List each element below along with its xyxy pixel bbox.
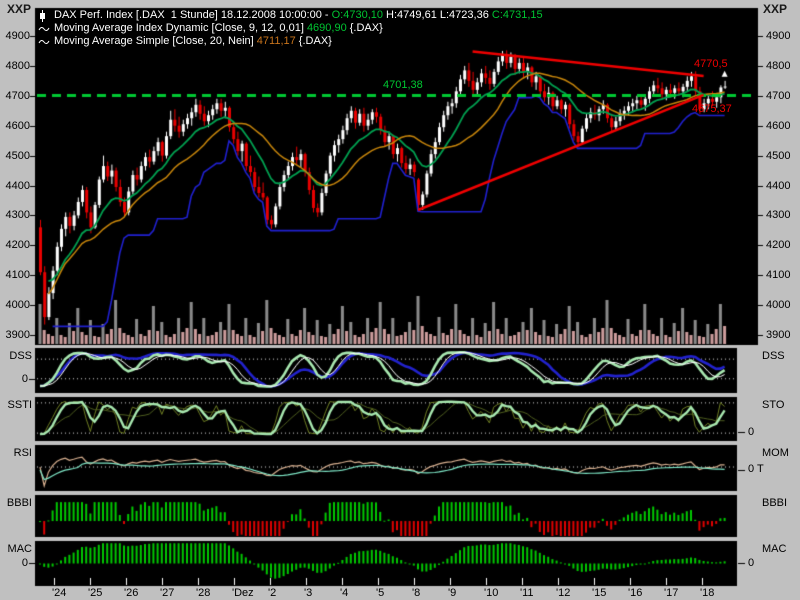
panel-label-bbbi-left: BBBI bbox=[6, 497, 32, 509]
corner-label-right: XXP bbox=[763, 2, 788, 16]
open-value: O:4730,10 bbox=[331, 9, 383, 21]
price-tick-label-right: 4200 bbox=[766, 239, 791, 252]
panel-label-sto-left: SSTI bbox=[7, 399, 32, 411]
corner-label-left: XXP bbox=[7, 2, 32, 16]
price-tick-label-right: 4700 bbox=[766, 89, 791, 102]
ma-dynamic-name: Moving Average Index Dynamic [Close, 9, … bbox=[54, 22, 307, 34]
price-tick-label-left: 4300 bbox=[5, 209, 30, 222]
price-tick-label-left: 4600 bbox=[5, 119, 30, 132]
price-tick-label-left: 4500 bbox=[5, 149, 30, 162]
ma-simple-suffix: {.DAX} bbox=[295, 35, 332, 47]
ma-simple-name: Moving Average Simple [Close, 20, Nein] bbox=[54, 35, 257, 47]
lower-trendline-label: 4675,37 bbox=[692, 103, 732, 115]
price-tick-label-right: 3900 bbox=[766, 329, 791, 341]
panel-zero-sto-right: 0 bbox=[748, 426, 755, 438]
panel-zero-dss-left: 0 bbox=[21, 373, 28, 385]
price-tick-label-left: 4700 bbox=[5, 89, 30, 102]
panel-zero-mac-right: 0 bbox=[748, 557, 755, 569]
day-axis-label: '12 bbox=[556, 587, 571, 599]
panel-label-bbbi-right: BBBI bbox=[762, 497, 788, 509]
security-title: DAX Perf. Index [.DAX 1 Stunde] 18.12.20… bbox=[54, 9, 332, 21]
price-tick-label-right: 4600 bbox=[766, 119, 791, 132]
panel-label-sto-right: STO bbox=[762, 399, 785, 411]
day-axis-label: '15 bbox=[592, 587, 607, 599]
legend-line-ma-simple: Moving Average Simple [Close, 20, Nein] … bbox=[38, 35, 543, 48]
day-axis-label: '4 bbox=[340, 587, 349, 599]
price-tick-label-left: 4100 bbox=[5, 269, 30, 282]
panel-label-mac-right: MAC bbox=[762, 543, 787, 555]
price-tick-label-right: 4100 bbox=[766, 269, 791, 282]
day-axis-label: '28 bbox=[196, 587, 211, 599]
price-tick-label-left: 4200 bbox=[5, 239, 30, 252]
price-tick-label-left: 4800 bbox=[5, 59, 30, 72]
high-low-values: H:4749,61 L:4723,36 bbox=[383, 9, 492, 21]
day-axis-label: 'Dez bbox=[232, 587, 254, 599]
wave-icon bbox=[38, 25, 50, 33]
ma-dynamic-suffix: {.DAX} bbox=[346, 22, 383, 34]
day-axis-label: '16 bbox=[628, 587, 643, 599]
upper-trendline-label: 4770,5 bbox=[694, 58, 728, 70]
candle-icon bbox=[38, 9, 50, 22]
chart-legend: DAX Perf. Index [.DAX 1 Stunde] 18.12.20… bbox=[38, 9, 543, 48]
hline-value-label: 4701,38 bbox=[383, 79, 423, 91]
day-axis-label: '9 bbox=[448, 587, 457, 599]
price-tick-label-left: 4900 bbox=[5, 30, 30, 42]
price-tick-label-right: 4900 bbox=[766, 30, 791, 42]
day-axis-label: '24 bbox=[52, 587, 67, 599]
day-axis-label: '3 bbox=[304, 587, 313, 599]
price-tick-label-right: 4300 bbox=[766, 209, 791, 222]
panel-label-mac-left: MAC bbox=[7, 543, 32, 555]
price-tick-label-left: 3900 bbox=[5, 329, 30, 341]
legend-line-security: DAX Perf. Index [.DAX 1 Stunde] 18.12.20… bbox=[38, 9, 543, 22]
price-tick-label-right: 4000 bbox=[766, 299, 791, 312]
close-value: C:4731,15 bbox=[491, 9, 543, 21]
day-axis-label: '26 bbox=[124, 587, 139, 599]
ma-dynamic-value: 4690,90 bbox=[306, 22, 347, 34]
price-tick-label-right: 4800 bbox=[766, 59, 791, 72]
panel-label-dss-left: DSS bbox=[9, 350, 32, 362]
panel-zero-rsi-right: 0 T bbox=[748, 463, 764, 475]
day-axis-label: '10 bbox=[484, 587, 499, 599]
price-tick-label-right: 4500 bbox=[766, 149, 791, 162]
panel-label-rsi-left: RSI bbox=[13, 447, 32, 459]
legend-line-ma-dynamic: Moving Average Index Dynamic [Close, 9, … bbox=[38, 22, 543, 35]
price-tick-label-right: 4400 bbox=[766, 179, 791, 192]
day-axis-label: '5 bbox=[376, 587, 385, 599]
panel-zero-mac-left: 0 bbox=[21, 557, 28, 569]
wave-icon bbox=[38, 38, 50, 46]
ma-simple-value: 4711,17 bbox=[256, 35, 296, 47]
panel-label-dss-right: DSS bbox=[762, 350, 785, 362]
day-axis-label: '25 bbox=[88, 587, 103, 599]
price-tick-label-left: 4400 bbox=[5, 179, 30, 192]
day-axis-label: '27 bbox=[160, 587, 175, 599]
day-axis-label: '8 bbox=[412, 587, 421, 599]
day-axis-label: '2 bbox=[268, 587, 277, 599]
day-axis-label: '11 bbox=[520, 587, 534, 599]
panel-label-rsi-right: MOM bbox=[762, 447, 789, 459]
day-axis-label: '18 bbox=[700, 587, 715, 599]
price-tick-label-left: 4000 bbox=[5, 299, 30, 312]
day-axis-label: '17 bbox=[664, 587, 679, 599]
